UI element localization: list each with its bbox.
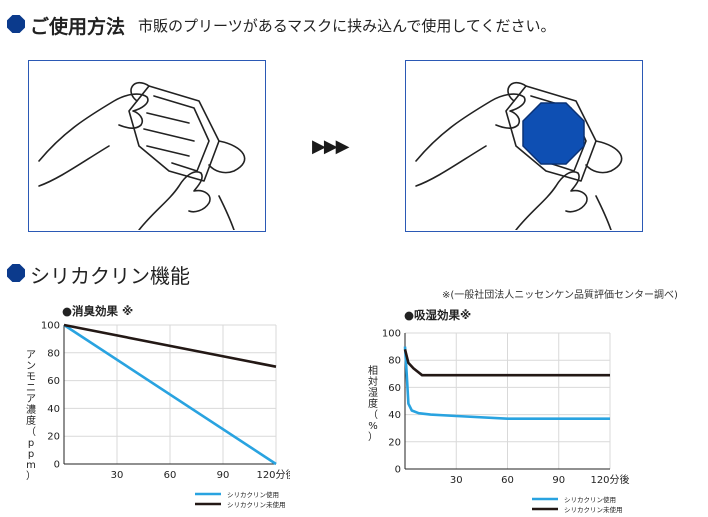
hands-mask-icon <box>38 81 246 231</box>
series-line <box>63 323 277 368</box>
x-tick-label: 90 <box>552 475 565 486</box>
x-tick-label: 30 <box>111 470 124 481</box>
y-tick-label: 80 <box>47 348 60 359</box>
hands-mask-with-pad-icon <box>415 81 623 231</box>
legend-label: シリカクリン使用 <box>564 495 616 504</box>
usage-heading: ご使用方法 <box>30 16 126 38</box>
x-tick-label: 120分後 <box>590 473 629 486</box>
mask-illustration-before <box>28 60 266 232</box>
x-tick-label: 90 <box>217 470 230 481</box>
x-tick-label: 30 <box>450 475 463 486</box>
chart1-ylabel: アンモニア濃度（p p m） <box>26 350 36 482</box>
x-tick-label: 120分後 <box>256 468 290 481</box>
y-tick-label: 20 <box>47 432 60 443</box>
usage-instruction: 市販のプリーツがあるマスクに挟み込んで使用してください。 <box>138 17 556 35</box>
y-tick-label: 60 <box>47 376 60 387</box>
y-tick-label: 60 <box>388 383 401 394</box>
chart2-title: ●吸湿効果※ <box>404 308 472 322</box>
y-tick-label: 80 <box>388 356 401 367</box>
mask-illustration-after <box>405 60 643 232</box>
chart2-ylabel: 相対湿度（%） <box>368 366 378 443</box>
y-tick-label: 40 <box>388 410 401 421</box>
x-tick-label: 60 <box>501 475 514 486</box>
legend-label: シリカクリン未使用 <box>564 505 623 514</box>
y-tick-label: 0 <box>395 465 401 476</box>
legend-label: シリカクリン使用 <box>227 490 279 499</box>
series-line <box>403 346 610 420</box>
next-step-arrows-icon: ▶▶▶ <box>312 136 350 157</box>
source-note: ※(一般社団法人ニッセンケン品質評価センター調べ) <box>442 290 678 301</box>
series-line <box>63 323 277 466</box>
function-heading: シリカクリン機能 <box>30 264 190 288</box>
y-tick-label: 20 <box>388 437 401 448</box>
y-tick-label: 100 <box>41 321 60 332</box>
silica-pad-icon <box>522 102 585 165</box>
x-tick-label: 60 <box>164 470 177 481</box>
chart1-title: ●消臭効果 ※ <box>62 304 134 318</box>
y-tick-label: 40 <box>47 404 60 415</box>
legend-label: シリカクリン未使用 <box>227 500 286 509</box>
section-bullet-icon <box>7 264 25 282</box>
y-tick-label: 0 <box>54 460 60 471</box>
section-bullet-icon <box>7 15 25 33</box>
y-tick-label: 100 <box>382 329 401 340</box>
series-line <box>403 348 610 377</box>
